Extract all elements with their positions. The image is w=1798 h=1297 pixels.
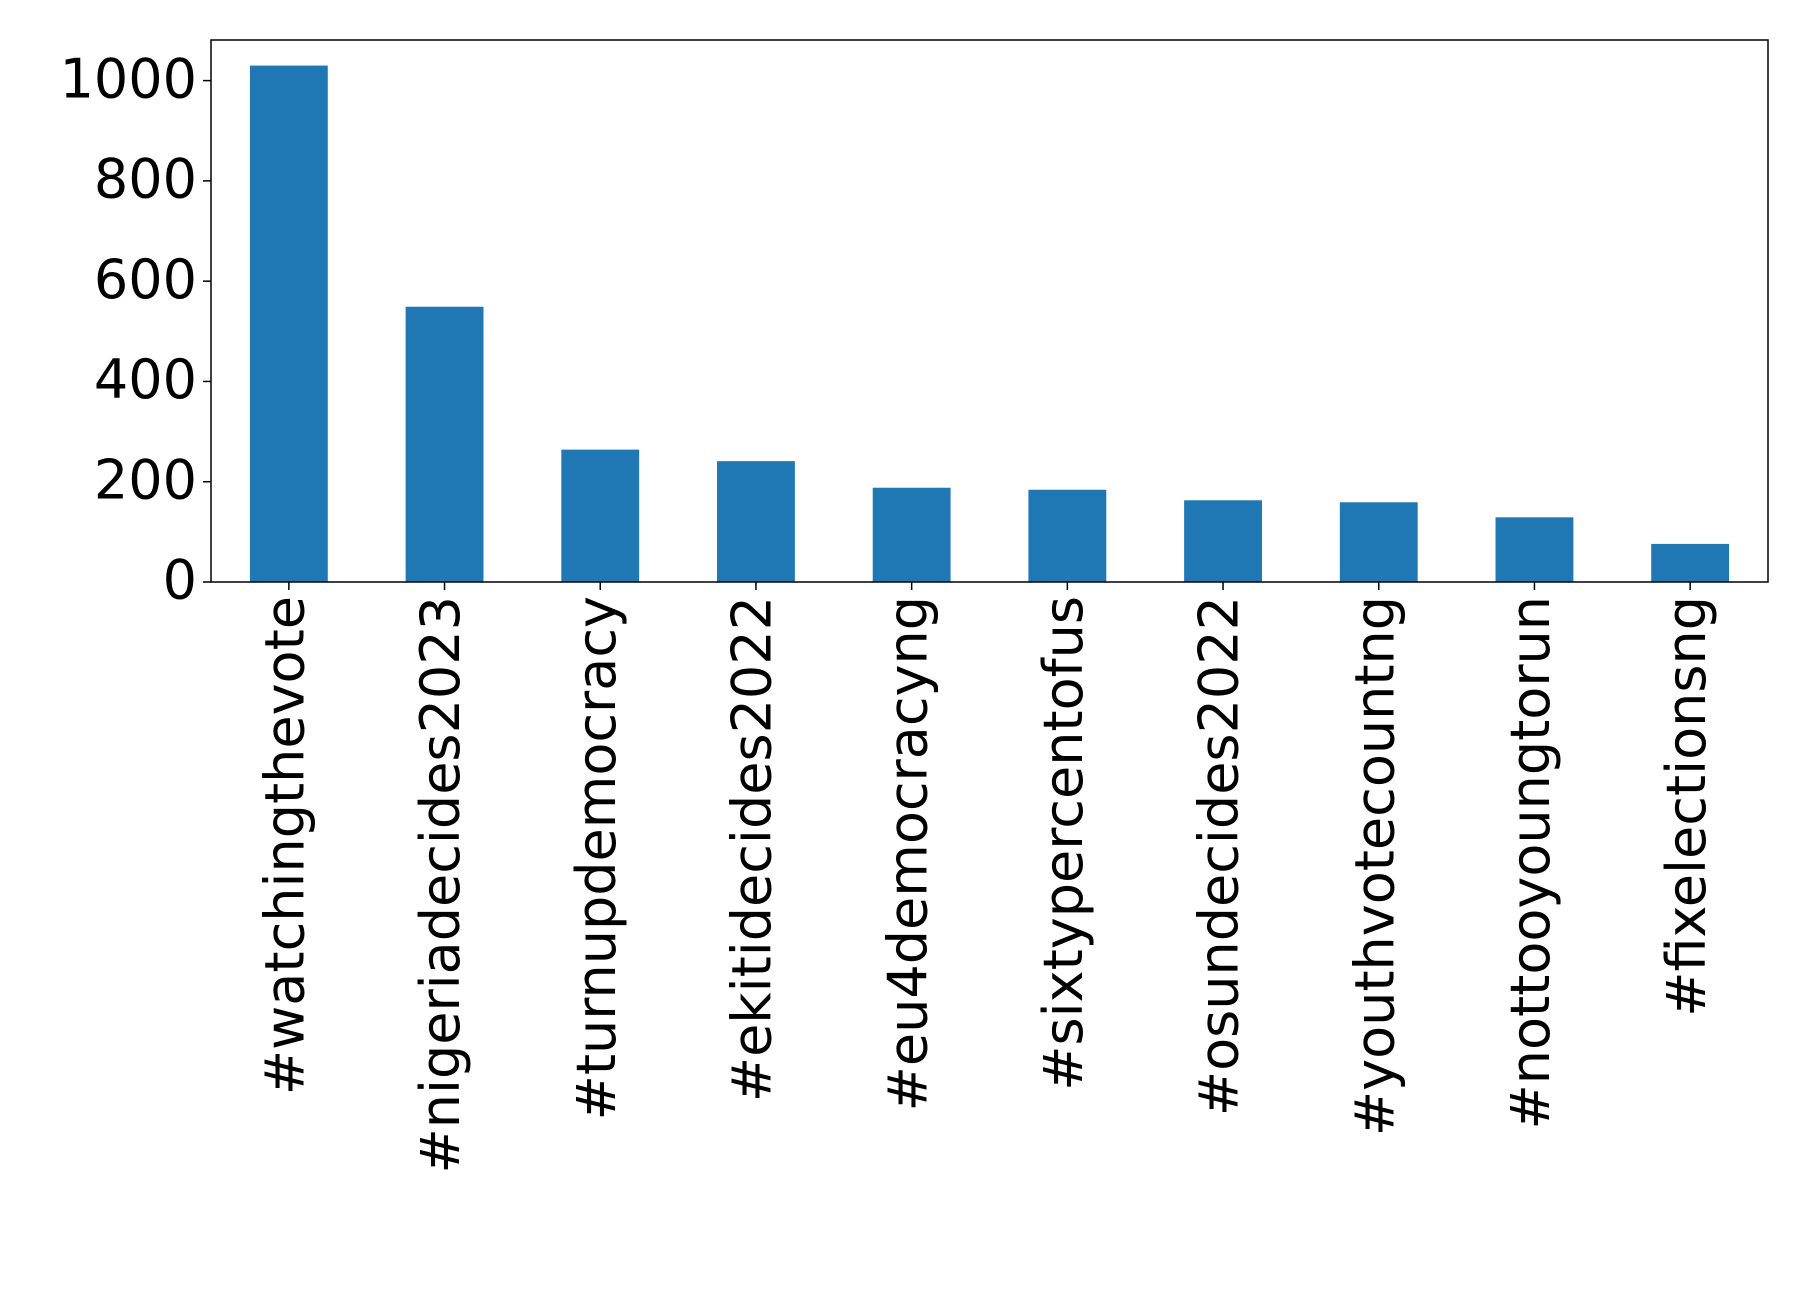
bar bbox=[1184, 500, 1262, 582]
x-tick-label: #youthvotecountng bbox=[1343, 596, 1406, 1136]
x-tick-label: #nigeriadecides2023 bbox=[409, 596, 472, 1174]
y-tick-label: 200 bbox=[94, 448, 197, 511]
x-tick-label: #ekitidecides2022 bbox=[721, 596, 784, 1102]
bar bbox=[249, 65, 328, 582]
y-tick-label: 600 bbox=[94, 248, 197, 311]
bar bbox=[1495, 517, 1574, 582]
bar bbox=[1339, 502, 1418, 582]
bar bbox=[1651, 543, 1730, 582]
bar bbox=[561, 449, 640, 582]
y-tick-label: 1000 bbox=[60, 47, 197, 110]
bar bbox=[872, 487, 951, 582]
x-tick-label: #nottooyoungtorun bbox=[1499, 596, 1562, 1130]
x-tick-label: #fixelectionsng bbox=[1655, 596, 1718, 1017]
bar bbox=[405, 306, 484, 582]
x-tick-label: #turnupdemocracy bbox=[565, 596, 628, 1120]
x-tick-label: #osundecides2022 bbox=[1188, 596, 1251, 1116]
x-tick-label: #sixtypercentofus bbox=[1032, 596, 1095, 1091]
x-tick-label: #watchingthevote bbox=[253, 596, 316, 1095]
y-tick-label: 400 bbox=[94, 348, 197, 411]
y-tick-label: 0 bbox=[163, 549, 197, 612]
y-tick-label: 800 bbox=[94, 148, 197, 211]
bar bbox=[717, 461, 795, 582]
x-tick-label: #eu4democracyng bbox=[876, 596, 939, 1111]
bar bbox=[1028, 489, 1107, 582]
plot-frame bbox=[210, 39, 1769, 583]
